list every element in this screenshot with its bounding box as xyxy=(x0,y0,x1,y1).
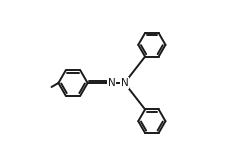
Text: N: N xyxy=(121,78,128,88)
Text: N: N xyxy=(108,78,115,88)
